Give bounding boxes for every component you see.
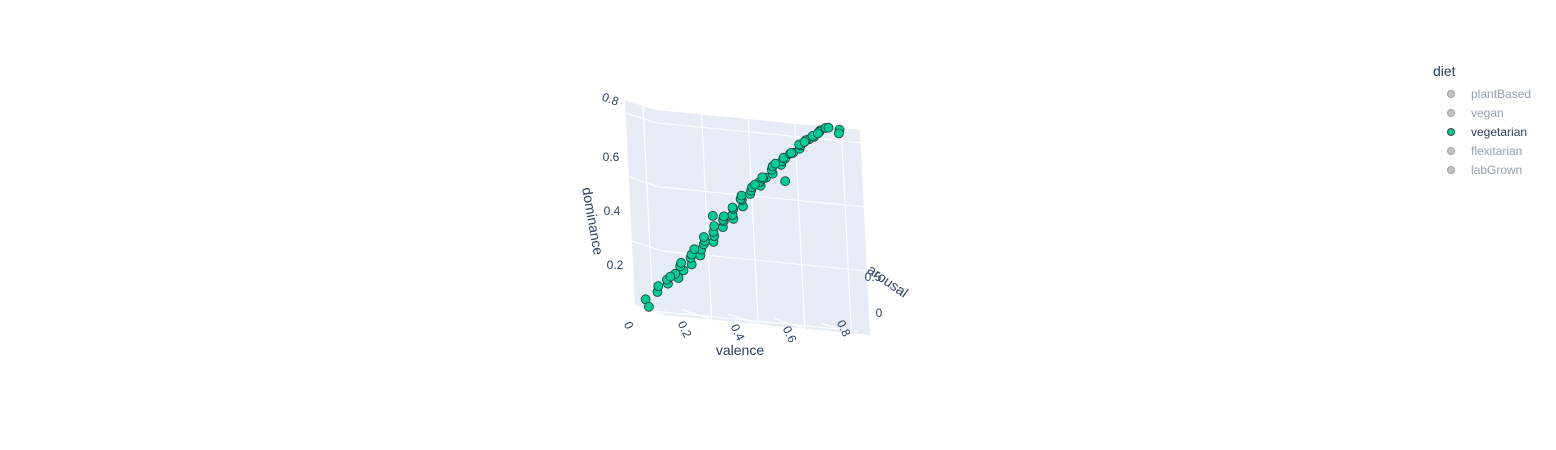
data-point[interactable] xyxy=(786,147,797,158)
z-tick-label: 0.4 xyxy=(604,204,621,218)
data-point[interactable] xyxy=(834,128,844,139)
gridlines xyxy=(625,105,867,334)
legend-marker-icon xyxy=(1447,89,1455,98)
legend-item-plantbased[interactable]: plantBased xyxy=(1424,84,1554,103)
data-point[interactable] xyxy=(736,190,747,201)
x-tick-label: 0.8 xyxy=(834,318,854,339)
z-axis-title: dominance xyxy=(579,186,607,256)
x-gridline-floor xyxy=(727,313,759,325)
data-point[interactable] xyxy=(709,221,720,232)
y-gridline-floor xyxy=(652,310,859,332)
legend-label: flexitarian xyxy=(1471,143,1523,158)
legend-marker-icon xyxy=(1447,146,1455,155)
data-point[interactable] xyxy=(653,281,664,292)
legend-item-flexitarian[interactable]: flexitarian xyxy=(1424,141,1554,160)
x-gridline-back xyxy=(700,114,713,320)
side-pane xyxy=(625,100,665,315)
x-tick-label: 0.4 xyxy=(728,322,748,343)
data-point[interactable] xyxy=(727,202,738,213)
axis-panes xyxy=(625,100,870,335)
z-gridline-side xyxy=(631,240,663,252)
legend: diet plantBased vegan vegetarian flexitaria… xyxy=(1424,62,1554,179)
legend-label: labGrown xyxy=(1471,162,1523,177)
x-tick-label: 0.2 xyxy=(675,319,695,340)
z-gridline-back xyxy=(658,186,864,208)
legend-marker-icon xyxy=(1447,108,1455,117)
z-tick-label: 0.8 xyxy=(600,90,621,109)
z-gridline-side xyxy=(625,112,656,124)
data-point[interactable] xyxy=(665,271,676,282)
x-tick-label: 0.6 xyxy=(780,324,800,345)
data-point[interactable] xyxy=(644,301,654,312)
x-gridline-floor xyxy=(681,308,712,321)
legend-label: plantBased xyxy=(1471,86,1532,101)
data-point[interactable] xyxy=(689,244,700,255)
legend-label: vegan xyxy=(1471,105,1504,120)
legend-marker-icon xyxy=(1447,165,1455,174)
data-point[interactable] xyxy=(799,136,810,147)
z-tick-label: 0.2 xyxy=(607,258,624,272)
x-gridline-back xyxy=(840,128,852,334)
data-points[interactable] xyxy=(640,122,845,312)
x-gridline-back xyxy=(747,119,759,325)
data-point[interactable] xyxy=(719,211,729,222)
z-gridline-back xyxy=(655,122,861,144)
data-point[interactable] xyxy=(770,158,781,169)
x-gridline-floor xyxy=(821,322,852,334)
data-point[interactable] xyxy=(750,179,760,190)
floor-pane xyxy=(635,305,870,335)
legend-title: diet xyxy=(1433,63,1456,79)
legend-label: vegetarian xyxy=(1471,124,1528,139)
legend-items: plantBased vegan vegetarian flexitarian labG… xyxy=(1424,84,1554,179)
data-point[interactable] xyxy=(813,128,823,139)
y-gridline-side xyxy=(642,105,654,312)
legend-marker-icon xyxy=(1447,127,1455,136)
data-point[interactable] xyxy=(707,210,718,221)
data-point[interactable] xyxy=(699,232,709,242)
x-gridline-floor xyxy=(774,318,805,330)
back-pane xyxy=(655,110,870,335)
z-gridline-side xyxy=(628,176,659,188)
y-tick-label: 0 xyxy=(876,306,883,320)
legend-item-vegetarian[interactable]: vegetarian xyxy=(1424,122,1554,141)
x-gridline-back xyxy=(794,123,806,329)
data-point[interactable] xyxy=(780,176,791,187)
data-point[interactable] xyxy=(676,257,686,268)
x-axis-title: valence xyxy=(716,342,764,358)
legend-item-labgrown[interactable]: labGrown xyxy=(1424,160,1554,179)
z-tick-label: 0.6 xyxy=(603,150,620,164)
y-tick-label: 0.5 xyxy=(865,270,882,284)
data-point[interactable] xyxy=(757,172,768,183)
legend-item-vegan[interactable]: vegan xyxy=(1424,103,1554,122)
data-point[interactable] xyxy=(823,122,834,133)
x-tick-label: 0 xyxy=(621,319,637,331)
